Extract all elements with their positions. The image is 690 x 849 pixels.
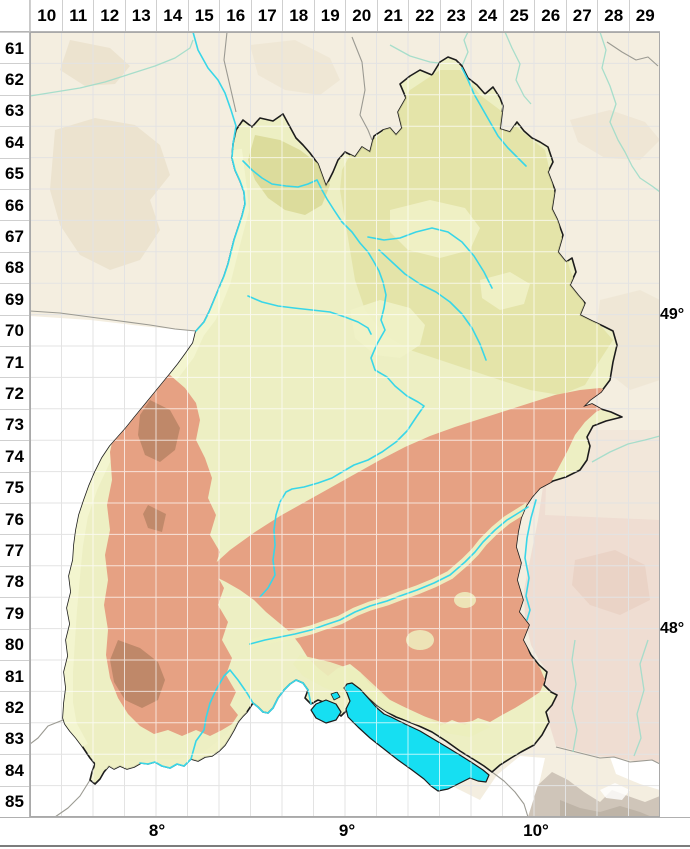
row-header-77: 77 <box>0 534 29 567</box>
row-header-61: 61 <box>0 32 29 65</box>
row-header-68: 68 <box>0 251 29 285</box>
row-header-64: 64 <box>0 126 29 159</box>
river-iller <box>524 499 537 621</box>
row-header-76: 76 <box>0 503 29 536</box>
col-header-27: 27 <box>565 0 598 31</box>
col-header-12: 12 <box>93 0 126 31</box>
row-header-73: 73 <box>0 408 29 442</box>
latitude-margin <box>660 0 690 817</box>
longitude-label-10deg: 10° <box>523 821 549 840</box>
row-header-79: 79 <box>0 597 29 630</box>
col-header-17: 17 <box>250 0 283 31</box>
window-bottom-edge <box>0 845 690 847</box>
col-header-14: 14 <box>156 0 189 31</box>
map-canvas[interactable] <box>30 32 660 817</box>
col-header-23: 23 <box>439 0 472 31</box>
river-hochrhein <box>139 669 312 769</box>
odenwald-hills <box>248 135 330 215</box>
row-header-72: 72 <box>0 377 29 410</box>
col-header-15: 15 <box>187 0 220 31</box>
river-rhine <box>192 32 246 332</box>
lake-untersee <box>310 699 342 724</box>
row-header-69: 69 <box>0 283 29 316</box>
row-header-column: 61 62 63 64 65 66 67 68 69 70 71 72 73 74 75 76 77 78 79 80… <box>0 32 30 818</box>
row-header-81: 81 <box>0 660 29 693</box>
row-header-74: 74 <box>0 440 29 473</box>
longitude-label-8deg: 8° <box>148 821 166 840</box>
col-header-22: 22 <box>408 0 441 31</box>
column-header-row: 10 11 12 13 14 15 16 17 18 19 20 21 22 23 24 25 26 27 28 29 <box>30 0 661 32</box>
col-header-26: 26 <box>534 0 567 31</box>
outside-borders <box>30 32 660 817</box>
latitude-label-49deg: 49° <box>660 306 685 323</box>
col-header-11: 11 <box>61 0 94 31</box>
river-enz <box>247 295 372 335</box>
col-header-28: 28 <box>597 0 630 31</box>
row-header-63: 63 <box>0 94 29 128</box>
col-header-21: 21 <box>376 0 409 31</box>
latitude-label-48deg: 48° <box>660 620 685 637</box>
river-tauber <box>461 67 527 167</box>
col-header-13: 13 <box>124 0 157 31</box>
col-header-10: 10 <box>30 0 63 31</box>
col-header-20: 20 <box>345 0 378 31</box>
lake-constance <box>310 682 490 792</box>
river-kocher <box>378 249 487 361</box>
row-header-84: 84 <box>0 754 29 787</box>
swabian-alb-upland <box>208 388 612 726</box>
map-frame <box>30 32 660 817</box>
row-header-75: 75 <box>0 471 29 504</box>
col-header-18: 18 <box>282 0 315 31</box>
row-header-82: 82 <box>0 691 29 724</box>
black-forest <box>104 360 238 736</box>
col-header-25: 25 <box>502 0 535 31</box>
longitude-footer: 8° 9° 10° <box>0 817 690 849</box>
longitude-label-9deg: 9° <box>338 821 356 840</box>
col-header-29: 29 <box>628 0 661 31</box>
grid-corner-cell <box>0 0 30 32</box>
row-header-65: 65 <box>0 157 29 190</box>
river-neckar <box>242 160 425 598</box>
col-header-16: 16 <box>219 0 252 31</box>
row-header-83: 83 <box>0 722 29 756</box>
state-relief <box>63 70 613 771</box>
row-header-85: 85 <box>0 785 29 818</box>
row-header-70: 70 <box>0 314 29 347</box>
col-header-24: 24 <box>471 0 504 31</box>
row-header-62: 62 <box>0 63 29 96</box>
row-header-71: 71 <box>0 346 29 379</box>
row-header-66: 66 <box>0 189 29 222</box>
row-header-78: 78 <box>0 565 29 599</box>
row-header-80: 80 <box>0 628 29 661</box>
col-header-19: 19 <box>313 0 346 31</box>
row-header-67: 67 <box>0 220 29 253</box>
